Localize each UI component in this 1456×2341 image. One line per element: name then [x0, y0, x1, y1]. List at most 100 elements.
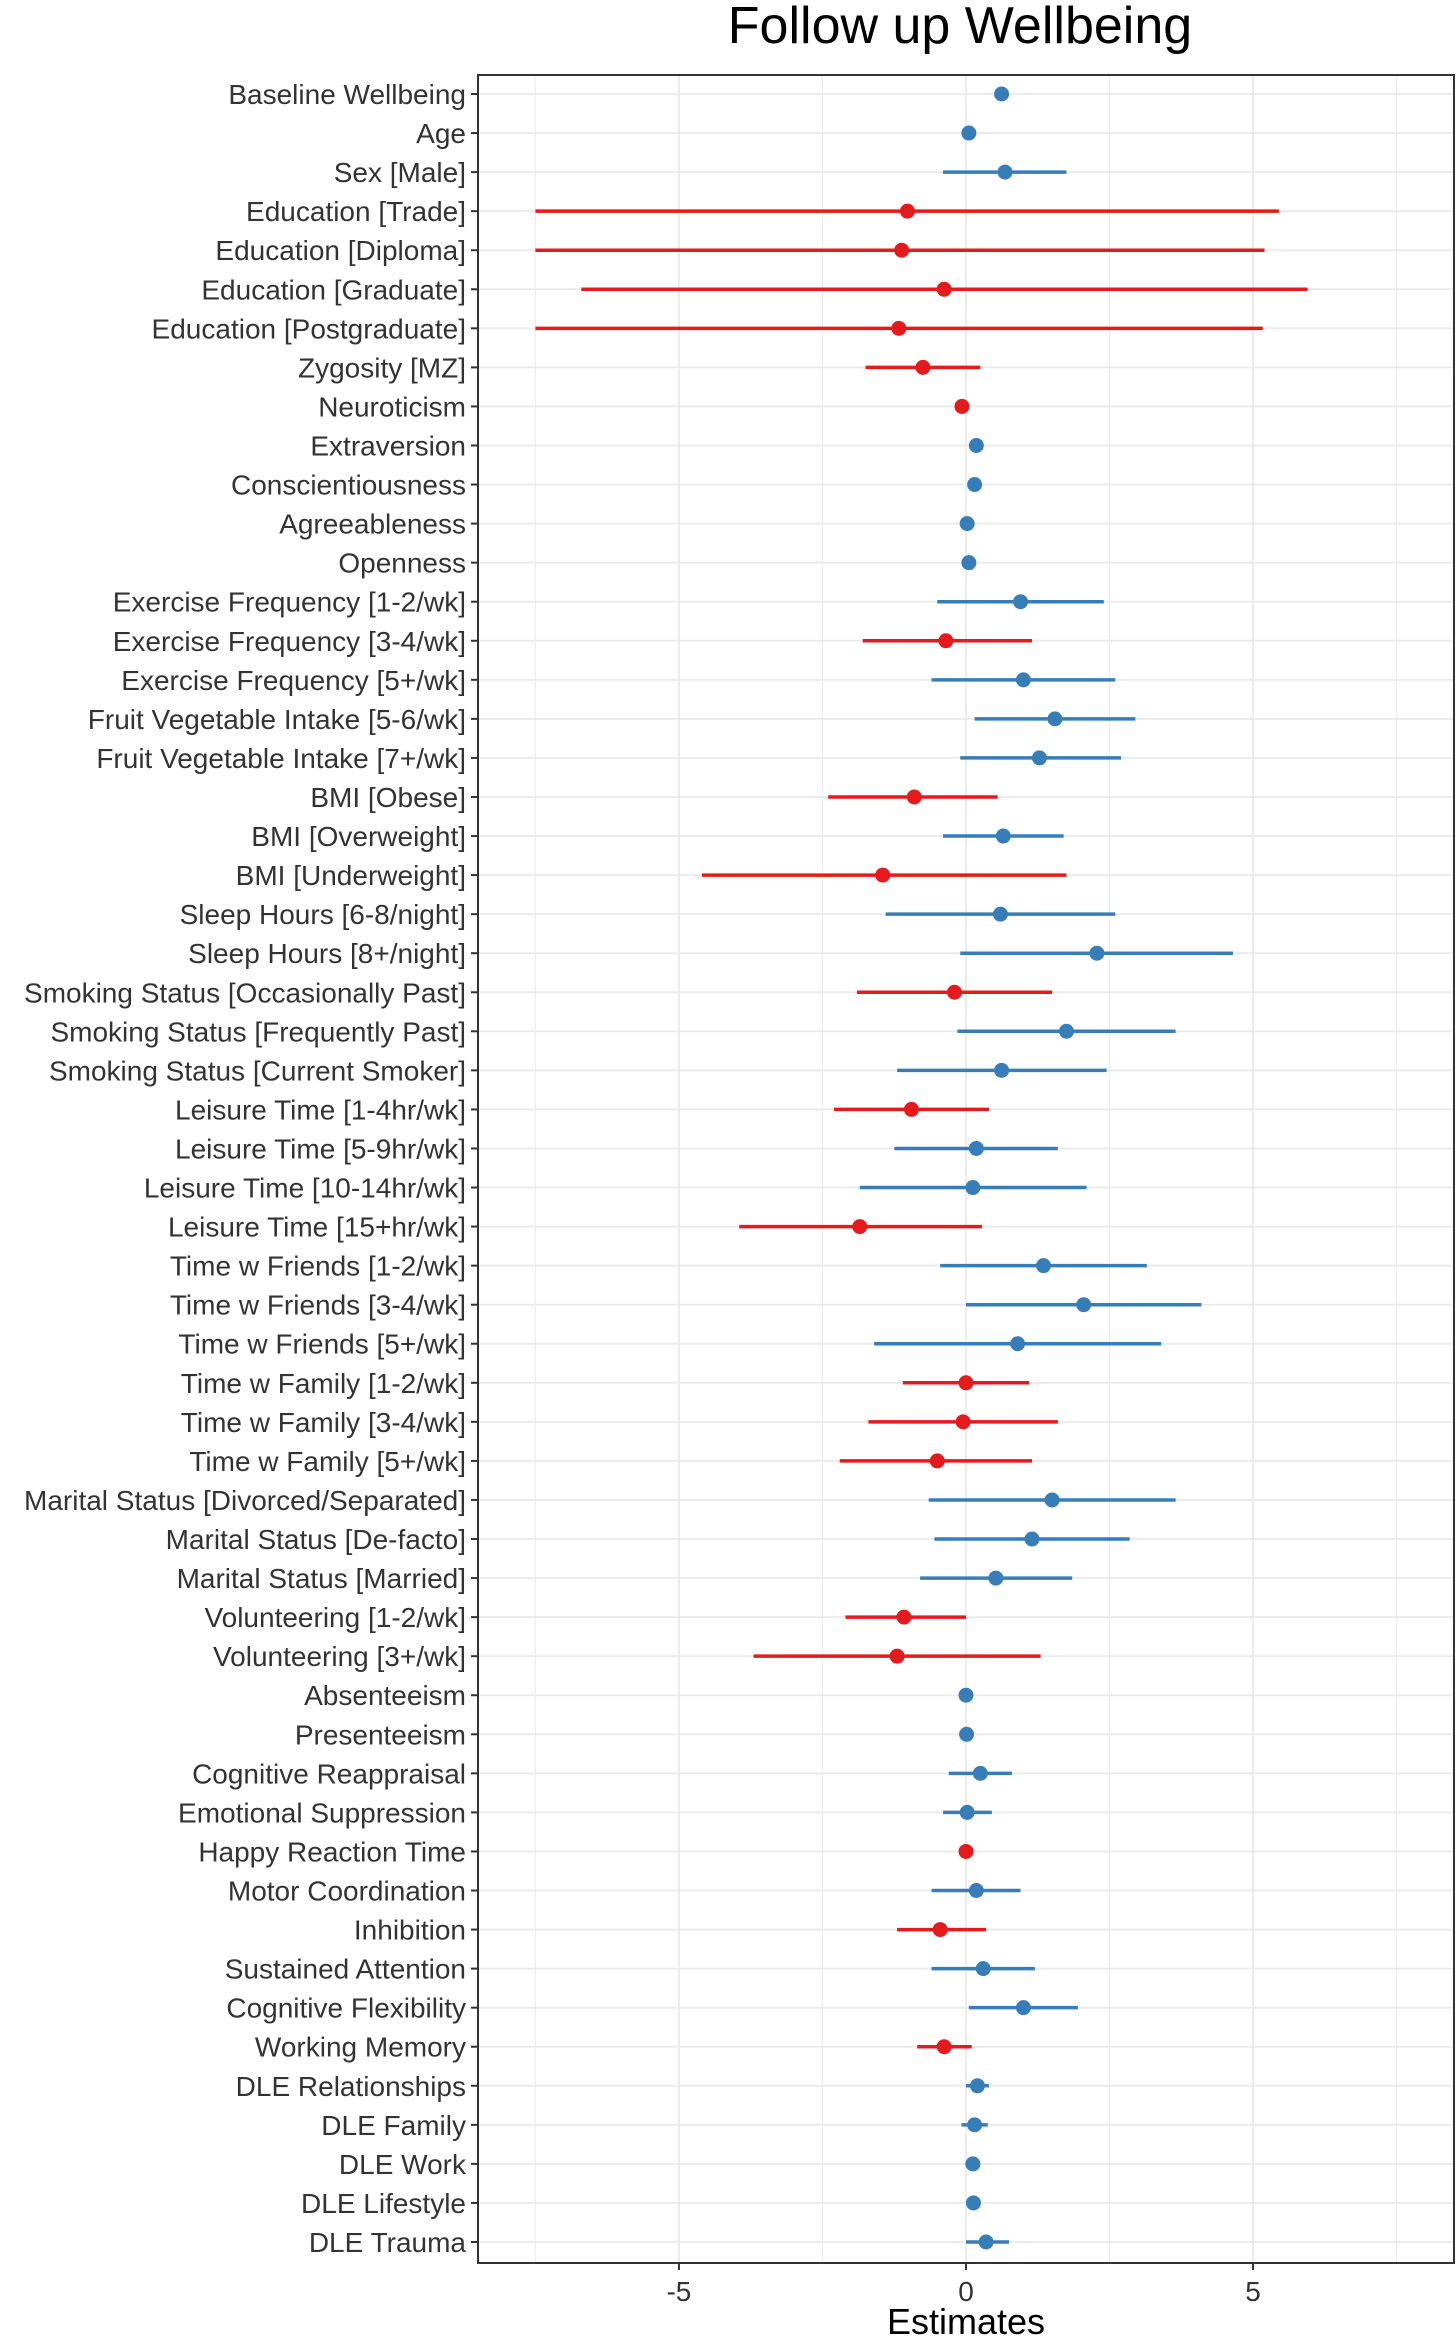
estimate-point-bmi-obese [906, 789, 922, 805]
y-label-time-w-family-1-2-wk: Time w Family [1-2/wk] [181, 1368, 466, 1399]
y-label-leisure-time-5-9hr-wk: Leisure Time [5-9hr/wk] [175, 1133, 466, 1164]
estimate-point-presenteeism [959, 1726, 975, 1742]
y-axis-ticks [471, 93, 478, 2243]
estimate-point-dle-family [967, 2117, 983, 2133]
y-label-leisure-time-15-hr-wk: Leisure Time [15+hr/wk] [168, 1212, 466, 1243]
estimate-point-education-trade [899, 203, 915, 219]
y-label-sex-male: Sex [Male] [334, 157, 466, 188]
estimate-point-leisure-time-15-hr-wk [852, 1219, 868, 1235]
y-label-exercise-frequency-3-4-wk: Exercise Frequency [3-4/wk] [113, 626, 466, 657]
estimate-point-marital-status-de-facto [1024, 1531, 1040, 1547]
y-label-smoking-status-occasionally-past: Smoking Status [Occasionally Past] [24, 977, 466, 1008]
estimate-point-dle-relationships [969, 2078, 985, 2094]
estimate-point-education-graduate [936, 281, 952, 297]
y-label-sleep-hours-8-night: Sleep Hours [8+/night] [188, 938, 466, 969]
estimate-point-time-w-friends-3-4-wk [1076, 1297, 1092, 1313]
estimate-point-sleep-hours-8-night [1089, 945, 1105, 961]
estimate-point-exercise-frequency-1-2-wk [1013, 594, 1029, 610]
y-label-presenteeism: Presenteeism [295, 1719, 466, 1750]
y-label-bmi-underweight: BMI [Underweight] [236, 860, 466, 891]
y-label-time-w-family-5-wk: Time w Family [5+/wk] [189, 1446, 466, 1477]
y-label-smoking-status-current-smoker: Smoking Status [Current Smoker] [49, 1055, 466, 1086]
estimate-point-marital-status-divorced-separated [1044, 1492, 1060, 1508]
y-label-conscientiousness: Conscientiousness [231, 470, 466, 501]
estimate-point-education-diploma [894, 242, 910, 258]
estimate-point-sex-male [997, 164, 1013, 180]
estimate-point-exercise-frequency-5-wk [1015, 672, 1031, 688]
estimate-point-smoking-status-frequently-past [1058, 1023, 1074, 1039]
y-label-sleep-hours-6-8-night: Sleep Hours [6-8/night] [180, 899, 466, 930]
estimate-point-bmi-underweight [875, 867, 891, 883]
estimate-point-dle-lifestyle [965, 2195, 981, 2211]
y-label-leisure-time-1-4hr-wk: Leisure Time [1-4hr/wk] [175, 1094, 466, 1125]
y-label-leisure-time-10-14hr-wk: Leisure Time [10-14hr/wk] [144, 1173, 466, 1204]
estimate-point-bmi-overweight [995, 828, 1011, 844]
y-label-bmi-overweight: BMI [Overweight] [251, 821, 466, 852]
y-axis-labels: Baseline Wellbeing Age Sex [Male] Education… [24, 79, 467, 2258]
y-label-marital-status-divorced-separated: Marital Status [Divorced/Separated] [24, 1485, 466, 1516]
estimate-point-time-w-family-3-4-wk [955, 1414, 971, 1430]
estimate-marks [535, 86, 1308, 2250]
estimate-point-inhibition [932, 1922, 948, 1938]
estimate-point-volunteering-1-2-wk [896, 1609, 912, 1625]
y-label-time-w-friends-3-4-wk: Time w Friends [3-4/wk] [170, 1290, 466, 1321]
y-label-time-w-family-3-4-wk: Time w Family [3-4/wk] [181, 1407, 466, 1438]
estimate-point-leisure-time-10-14hr-wk [965, 1180, 981, 1196]
y-label-happy-reaction-time: Happy Reaction Time [198, 1836, 466, 1867]
y-label-education-diploma: Education [Diploma] [215, 235, 466, 266]
estimate-point-time-w-friends-5-wk [1010, 1336, 1026, 1352]
estimate-point-age [961, 125, 977, 141]
x-tick-label: 5 [1245, 2276, 1261, 2307]
x-tick-label: -5 [666, 2276, 691, 2307]
y-label-agreeableness: Agreeableness [279, 509, 466, 540]
y-label-zygosity-mz: Zygosity [MZ] [298, 352, 466, 383]
estimate-point-dle-work [965, 2156, 981, 2172]
y-label-cognitive-flexibility: Cognitive Flexibility [226, 1993, 466, 2024]
y-label-education-trade: Education [Trade] [246, 196, 466, 227]
x-axis-title: Estimates [887, 2301, 1045, 2341]
y-label-volunteering-1-2-wk: Volunteering [1-2/wk] [205, 1602, 467, 1633]
y-label-volunteering-3-wk: Volunteering [3+/wk] [213, 1641, 466, 1672]
y-label-inhibition: Inhibition [354, 1915, 466, 1946]
estimate-point-working-memory [936, 2039, 952, 2055]
y-label-cognitive-reappraisal: Cognitive Reappraisal [192, 1758, 466, 1789]
estimate-point-volunteering-3-wk [889, 1648, 905, 1664]
estimate-point-sustained-attention [975, 1961, 991, 1977]
estimate-point-time-w-friends-1-2-wk [1036, 1258, 1052, 1274]
y-label-absenteeism: Absenteeism [304, 1680, 466, 1711]
y-label-education-graduate: Education [Graduate] [201, 274, 466, 305]
y-label-age: Age [416, 118, 466, 149]
estimate-point-absenteeism [958, 1687, 974, 1703]
y-label-neuroticism: Neuroticism [318, 391, 466, 422]
estimate-point-education-postgraduate [891, 320, 907, 336]
estimate-point-happy-reaction-time [958, 1843, 974, 1859]
y-label-sustained-attention: Sustained Attention [225, 1954, 466, 1985]
estimate-point-dle-trauma [978, 2234, 994, 2250]
estimate-point-marital-status-married [988, 1570, 1004, 1586]
estimate-point-exercise-frequency-3-4-wk [938, 633, 954, 649]
estimate-point-emotional-suppression [959, 1804, 975, 1820]
y-label-exercise-frequency-5-wk: Exercise Frequency [5+/wk] [121, 665, 466, 696]
y-label-bmi-obese: BMI [Obese] [310, 782, 466, 813]
y-label-fruit-vegetable-intake-7-wk: Fruit Vegetable Intake [7+/wk] [96, 743, 466, 774]
estimate-point-cognitive-reappraisal [972, 1765, 988, 1781]
y-label-dle-work: DLE Work [339, 2149, 467, 2180]
chart-title: Follow up Wellbeing [728, 0, 1192, 55]
estimate-point-time-w-family-5-wk [929, 1453, 945, 1469]
estimate-point-fruit-vegetable-intake-5-6-wk [1047, 711, 1063, 727]
x-tick-label: 0 [958, 2276, 974, 2307]
y-label-smoking-status-frequently-past: Smoking Status [Frequently Past] [50, 1016, 466, 1047]
y-label-dle-lifestyle: DLE Lifestyle [301, 2188, 466, 2219]
y-label-emotional-suppression: Emotional Suppression [178, 1797, 466, 1828]
y-label-openness: Openness [338, 548, 466, 579]
estimate-point-cognitive-flexibility [1015, 2000, 1031, 2016]
estimate-point-leisure-time-5-9hr-wk [968, 1140, 984, 1156]
estimate-point-neuroticism [954, 398, 970, 414]
y-label-education-postgraduate: Education [Postgraduate] [152, 313, 466, 344]
estimate-point-extraversion [968, 437, 984, 453]
estimate-point-time-w-family-1-2-wk [958, 1375, 974, 1391]
y-label-time-w-friends-5-wk: Time w Friends [5+/wk] [178, 1329, 466, 1360]
estimate-point-baseline-wellbeing [994, 86, 1010, 102]
y-label-dle-relationships: DLE Relationships [236, 2071, 466, 2102]
